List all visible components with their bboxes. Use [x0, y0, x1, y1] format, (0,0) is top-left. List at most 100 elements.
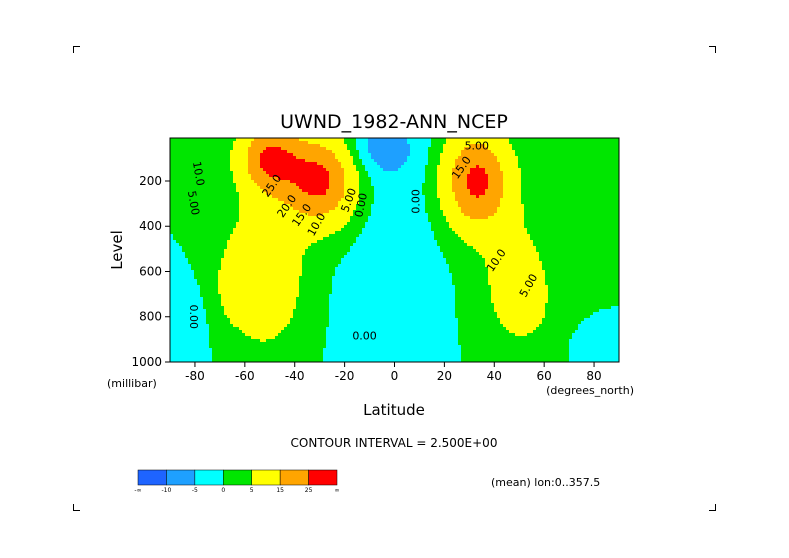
- field-cell: [359, 351, 363, 355]
- field-cell: [335, 282, 339, 286]
- field-cell: [173, 342, 177, 346]
- field-cell: [353, 294, 357, 298]
- field-cell: [224, 177, 228, 181]
- field-cell: [200, 339, 204, 343]
- field-cell: [221, 195, 225, 199]
- field-cell: [173, 303, 177, 307]
- field-cell: [215, 168, 219, 172]
- field-cell: [329, 342, 333, 346]
- field-cell: [182, 252, 186, 256]
- field-cell: [284, 162, 288, 166]
- field-cell: [194, 276, 198, 280]
- field-cell: [227, 297, 231, 301]
- field-cell: [194, 249, 198, 253]
- field-cell: [368, 168, 372, 172]
- field-cell: [194, 138, 198, 142]
- field-cell: [173, 201, 177, 205]
- field-cell: [293, 336, 297, 340]
- field-cell: [263, 210, 267, 214]
- field-cell: [260, 231, 264, 235]
- field-cell: [203, 141, 207, 145]
- field-cell: [191, 141, 195, 145]
- field-cell: [191, 237, 195, 241]
- field-cell: [170, 204, 174, 208]
- field-cell: [182, 180, 186, 184]
- field-cell: [281, 192, 285, 196]
- field-cell: [233, 330, 237, 334]
- field-cell: [209, 195, 213, 199]
- field-cell: [329, 225, 333, 229]
- field-cell: [254, 228, 258, 232]
- field-cell: [284, 330, 288, 334]
- field-cell: [278, 291, 282, 295]
- field-cell: [281, 321, 285, 325]
- field-cell: [263, 225, 267, 229]
- field-cell: [224, 321, 228, 325]
- field-cell: [359, 180, 363, 184]
- field-cell: [266, 213, 270, 217]
- field-cell: [203, 225, 207, 229]
- field-cell: [173, 198, 177, 202]
- field-cell: [188, 243, 192, 247]
- field-cell: [272, 177, 276, 181]
- field-cell: [248, 213, 252, 217]
- field-cell: [221, 192, 225, 196]
- field-cell: [260, 330, 264, 334]
- field-cell: [260, 168, 264, 172]
- field-cell: [170, 141, 174, 145]
- field-cell: [254, 240, 258, 244]
- field-cell: [176, 348, 180, 352]
- field-cell: [218, 147, 222, 151]
- field-cell: [368, 264, 372, 268]
- field-cell: [251, 159, 255, 163]
- field-cell: [266, 138, 270, 142]
- field-cell: [257, 234, 261, 238]
- field-cell: [365, 168, 369, 172]
- field-cell: [176, 321, 180, 325]
- field-cell: [260, 270, 264, 274]
- field-cell: [353, 345, 357, 349]
- field-cell: [236, 273, 240, 277]
- field-cell: [353, 213, 357, 217]
- field-cell: [251, 141, 255, 145]
- field-cell: [293, 282, 297, 286]
- field-cell: [197, 288, 201, 292]
- field-cell: [266, 312, 270, 316]
- field-cell: [212, 270, 216, 274]
- field-cell: [338, 234, 342, 238]
- field-cell: [227, 336, 231, 340]
- field-cell: [203, 282, 207, 286]
- field-cell: [209, 243, 213, 247]
- field-cell: [284, 201, 288, 205]
- field-cell: [314, 240, 318, 244]
- field-cell: [284, 324, 288, 328]
- field-cell: [257, 336, 261, 340]
- field-cell: [257, 204, 261, 208]
- field-cell: [254, 180, 258, 184]
- field-cell: [317, 138, 321, 142]
- field-cell: [218, 249, 222, 253]
- field-cell: [206, 360, 210, 362]
- field-cell: [287, 174, 291, 178]
- field-cell: [311, 357, 315, 361]
- field-cell: [245, 315, 249, 319]
- field-cell: [185, 246, 189, 250]
- field-cell: [218, 345, 222, 349]
- field-cell: [251, 213, 255, 217]
- field-cell: [293, 333, 297, 337]
- field-cell: [266, 294, 270, 298]
- field-cell: [308, 207, 312, 211]
- field-cell: [353, 291, 357, 295]
- field-cell: [254, 354, 258, 358]
- field-cell: [215, 294, 219, 298]
- field-cell: [182, 225, 186, 229]
- field-cell: [257, 339, 261, 343]
- field-cell: [242, 288, 246, 292]
- field-cell: [311, 174, 315, 178]
- field-cell: [311, 207, 315, 211]
- field-cell: [185, 297, 189, 301]
- field-cell: [236, 294, 240, 298]
- field-cell: [293, 186, 297, 190]
- field-cell: [221, 213, 225, 217]
- field-cell: [230, 204, 234, 208]
